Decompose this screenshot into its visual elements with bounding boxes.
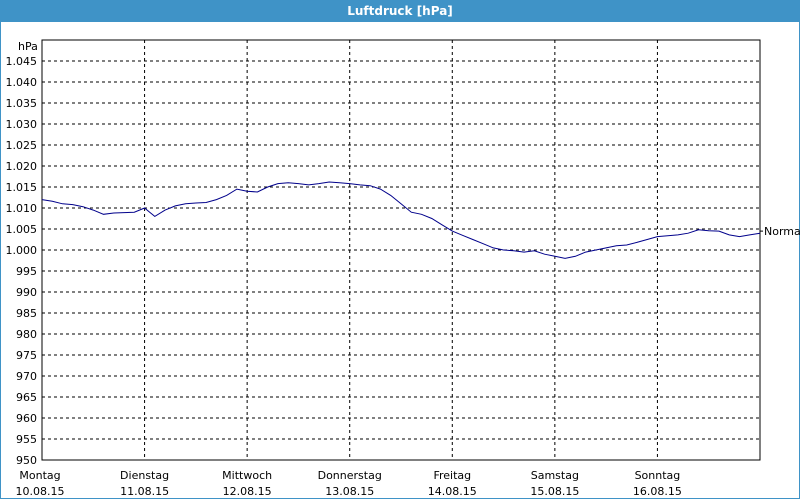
y-tick-label: 965 (16, 391, 37, 404)
x-tick-date: 12.08.15 (223, 485, 272, 498)
y-tick-label: 1.025 (6, 139, 38, 152)
y-axis-unit-label: hPa (18, 40, 38, 53)
plot-area (41, 39, 761, 461)
y-tick-label: 1.015 (6, 181, 38, 194)
pressure-line (41, 181, 761, 259)
x-tick-day: Samstag (531, 469, 579, 482)
x-tick-date: 14.08.15 (428, 485, 477, 498)
y-tick-label: 1.045 (6, 55, 38, 68)
x-tick-date: 11.08.15 (120, 485, 169, 498)
y-tick-label: 980 (16, 328, 37, 341)
x-tick-date: 16.08.15 (633, 485, 682, 498)
normal-annotation: Normal (764, 225, 800, 238)
x-tick-day: Montag (19, 469, 60, 482)
y-tick-label: 990 (16, 286, 37, 299)
y-tick-label: 1.000 (6, 244, 38, 257)
y-tick-label: 985 (16, 307, 37, 320)
y-tick-label: 1.010 (6, 202, 38, 215)
y-tick-label: 1.020 (6, 160, 38, 173)
window-title: Luftdruck [hPa] (0, 0, 800, 22)
x-tick-day: Donnerstag (318, 469, 382, 482)
x-tick-day: Dienstag (120, 469, 169, 482)
y-tick-label: 995 (16, 265, 37, 278)
y-tick-label: 1.030 (6, 118, 38, 131)
x-tick-date: 13.08.15 (325, 485, 374, 498)
y-tick-label: 1.005 (6, 223, 38, 236)
x-tick-day: Sonntag (635, 469, 681, 482)
y-tick-label: 975 (16, 349, 37, 362)
x-tick-day: Mittwoch (222, 469, 272, 482)
y-tick-label: 1.035 (6, 97, 38, 110)
x-tick-date: 15.08.15 (530, 485, 579, 498)
x-tick-date: 10.08.15 (16, 485, 65, 498)
y-tick-label: 970 (16, 370, 37, 383)
y-tick-label: 960 (16, 412, 37, 425)
y-tick-label: 1.040 (6, 76, 38, 89)
y-tick-label: 950 (16, 454, 37, 467)
y-tick-label: 955 (16, 433, 37, 446)
x-tick-day: Freitag (433, 469, 471, 482)
